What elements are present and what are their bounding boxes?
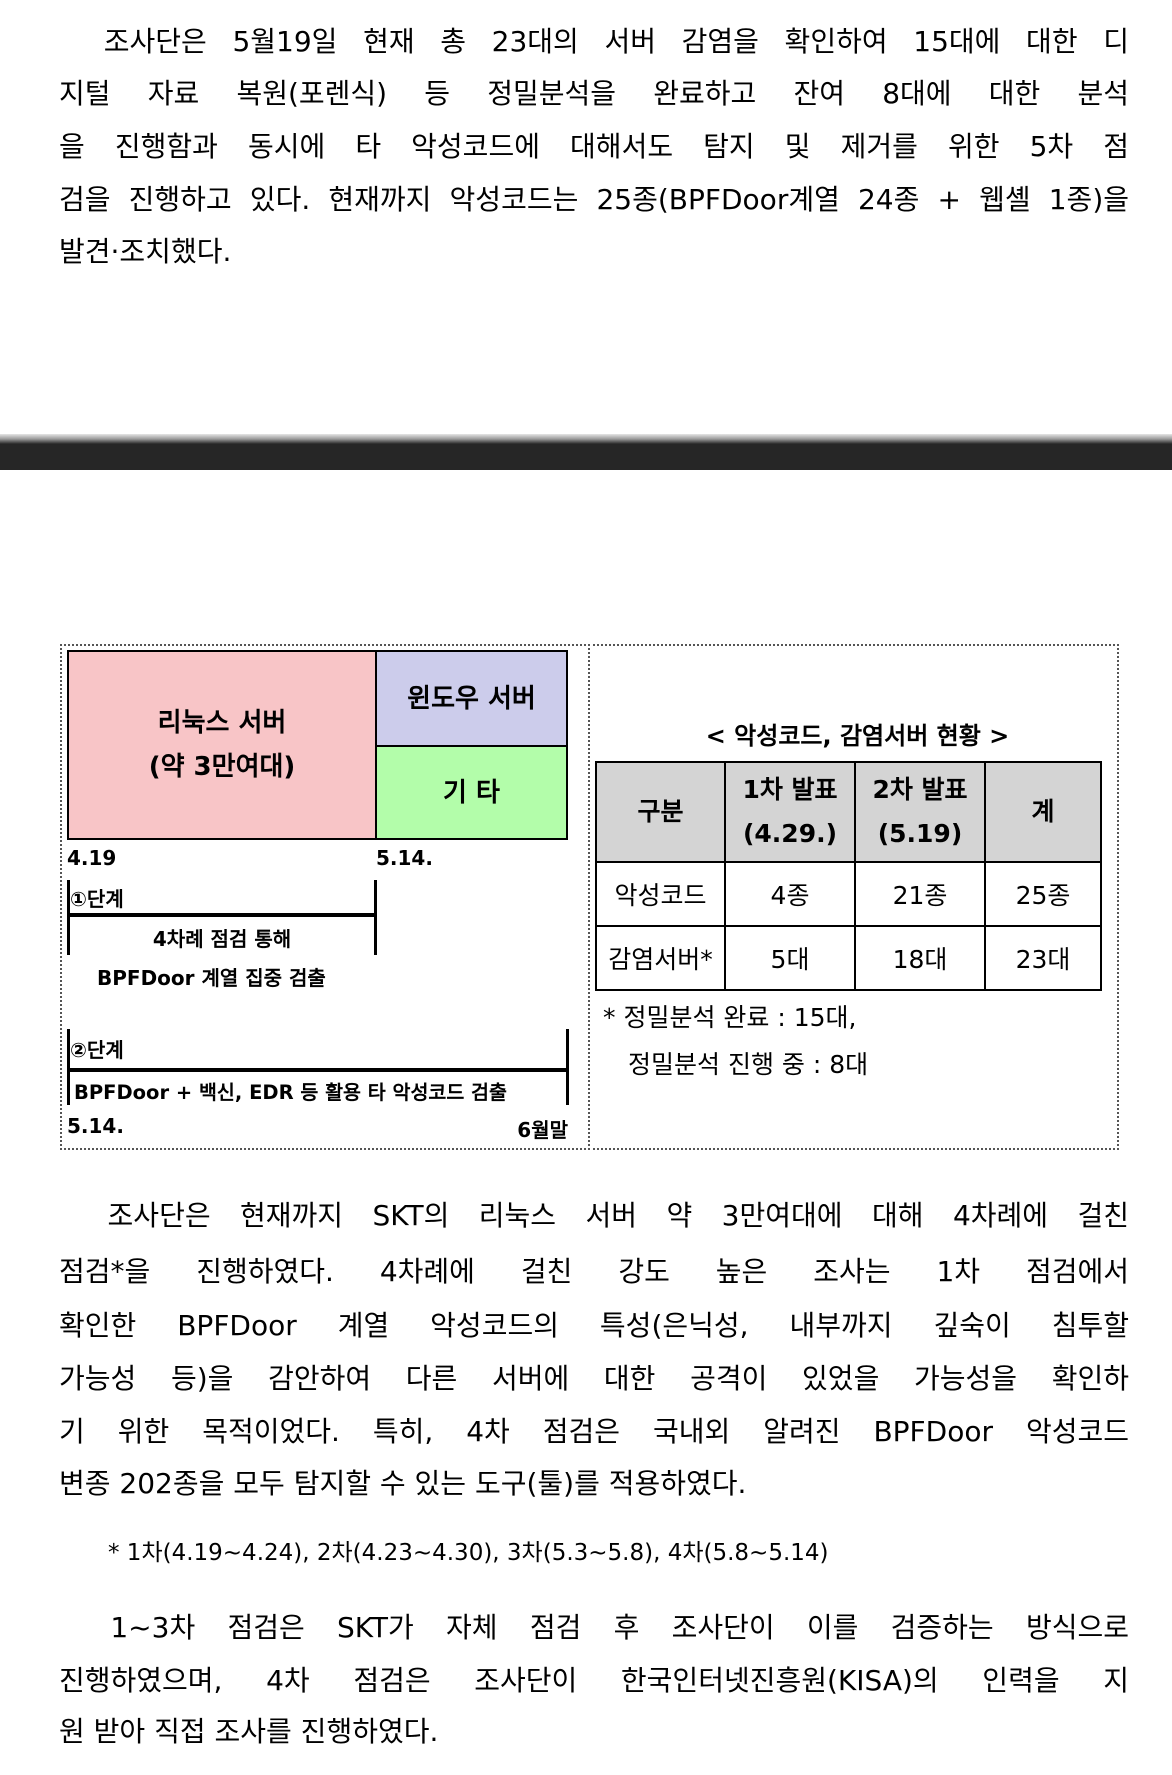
status-panel [588,644,1119,1150]
text-line: 변종 202종을 모두 탐지할 수 있는 도구(툴)를 적용하였다. [59,1467,747,1500]
linux-box-title: 리눅스 서버 [157,708,287,738]
linux-server-box: 리눅스 서버 (약 3만여대) [67,650,377,840]
windows-box-title: 윈도우 서버 [407,683,536,714]
text-line: 1~3차 점검은 SKT가 자체 점검 후 조사단이 이를 검증하는 방식으로 [59,1611,1129,1644]
header-first-release: 1차 발표 (4.29.) [724,761,856,863]
stage1-text-2: BPFDoor 계열 집중 검출 [97,966,326,990]
table-cell: 악성코드 [595,861,726,927]
stage1-bracket-right [374,880,377,955]
text-line: 을 진행함과 동시에 타 악성코드에 대해서도 탐지 및 제거를 위한 5차 점 [59,130,1129,163]
text-line: 진행하였으며, 4차 점검은 조사단이 한국인터넷진흥원(KISA)의 인력을 … [59,1664,1129,1697]
table-cell: 25종 [984,861,1102,927]
stage1-bracket-line [67,913,377,917]
text-line: 점검*을 진행하였다. 4차례에 걸친 강도 높은 조사는 1차 점검에서 [59,1255,1129,1288]
table-cell: 감염서버* [595,925,726,991]
header-second-release: 2차 발표 (5.19) [854,761,986,863]
windows-server-box: 윈도우 서버 [375,650,568,747]
status-table-title: < 악성코드, 감염서버 현황 > [705,722,1010,750]
other-box-title: 기 타 [443,777,500,808]
table-footnote-2: 정밀분석 진행 중 : 8대 [628,1050,869,1079]
date-mid: 5.14. [376,846,433,870]
table-cell: 5대 [724,925,856,991]
stage2-bracket-right [566,1029,569,1105]
stage2-end-date: 6월말 [517,1118,568,1142]
stage2-bracket-left [67,1029,70,1105]
text-line: 기 위한 목적이었다. 특히, 4차 점검은 국내외 알려진 BPFDoor 악… [59,1415,1129,1448]
stage1-text: 4차례 점검 통해 [152,927,292,951]
text-line: 검을 진행하고 있다. 현재까지 악성코드는 25종(BPFDoor계열 24종… [59,183,1129,216]
text-line: 가능성 등)을 감안하여 다른 서버에 대한 공격이 있었을 가능성을 확인하 [59,1362,1129,1395]
stage1-bracket-left [67,880,70,955]
text-line: 발견·조치했다. [59,235,232,268]
table-row: 감염서버* 5대 18대 23대 [595,925,1102,991]
text-line: 지털 자료 복원(포렌식) 등 정밀분석을 완료하고 잔여 8대에 대한 분석 [59,77,1129,110]
table-cell: 4종 [724,861,856,927]
table-row: 악성코드 4종 21종 25종 [595,861,1102,927]
stage2-text: BPFDoor + 백신, EDR 등 활용 타 악성코드 검출 [74,1081,507,1104]
table-header-row: 구분 1차 발표 (4.29.) 2차 발표 (5.19) 계 [595,761,1102,863]
inspection-dates-footnote: * 1차(4.19~4.24), 2차(4.23~4.30), 3차(5.3~5… [108,1540,829,1566]
text-line: 조사단은 5월19일 현재 총 23대의 서버 감염을 확인하여 15대에 대한… [59,25,1129,58]
stage2-start-date: 5.14. [67,1114,124,1138]
text-line: 원 받아 직접 조사를 진행하였다. [59,1715,439,1748]
date-start: 4.19 [67,846,117,870]
table-cell: 18대 [854,925,986,991]
table-cell: 23대 [984,925,1102,991]
table-cell: 21종 [854,861,986,927]
text-line: 조사단은 현재까지 SKT의 리눅스 서버 약 3만여대에 대해 4차례에 걸친 [59,1199,1129,1232]
stage2-label: ②단계 [70,1038,124,1062]
status-table: 구분 1차 발표 (4.29.) 2차 발표 (5.19) 계 악성코드 4종 21… [595,761,1102,991]
section-divider-bar [0,434,1172,470]
stage1-label: ①단계 [70,887,124,911]
table-footnote-1: * 정밀분석 완료 : 15대, [603,1003,857,1032]
header-total: 계 [984,761,1102,863]
header-category: 구분 [595,761,726,863]
other-server-box: 기 타 [375,745,568,840]
stage2-bracket-line [67,1068,569,1072]
linux-box-count: (약 3만여대) [148,752,296,782]
text-line: 확인한 BPFDoor 계열 악성코드의 특성(은닉성, 내부까지 깊숙이 침투… [59,1309,1129,1342]
